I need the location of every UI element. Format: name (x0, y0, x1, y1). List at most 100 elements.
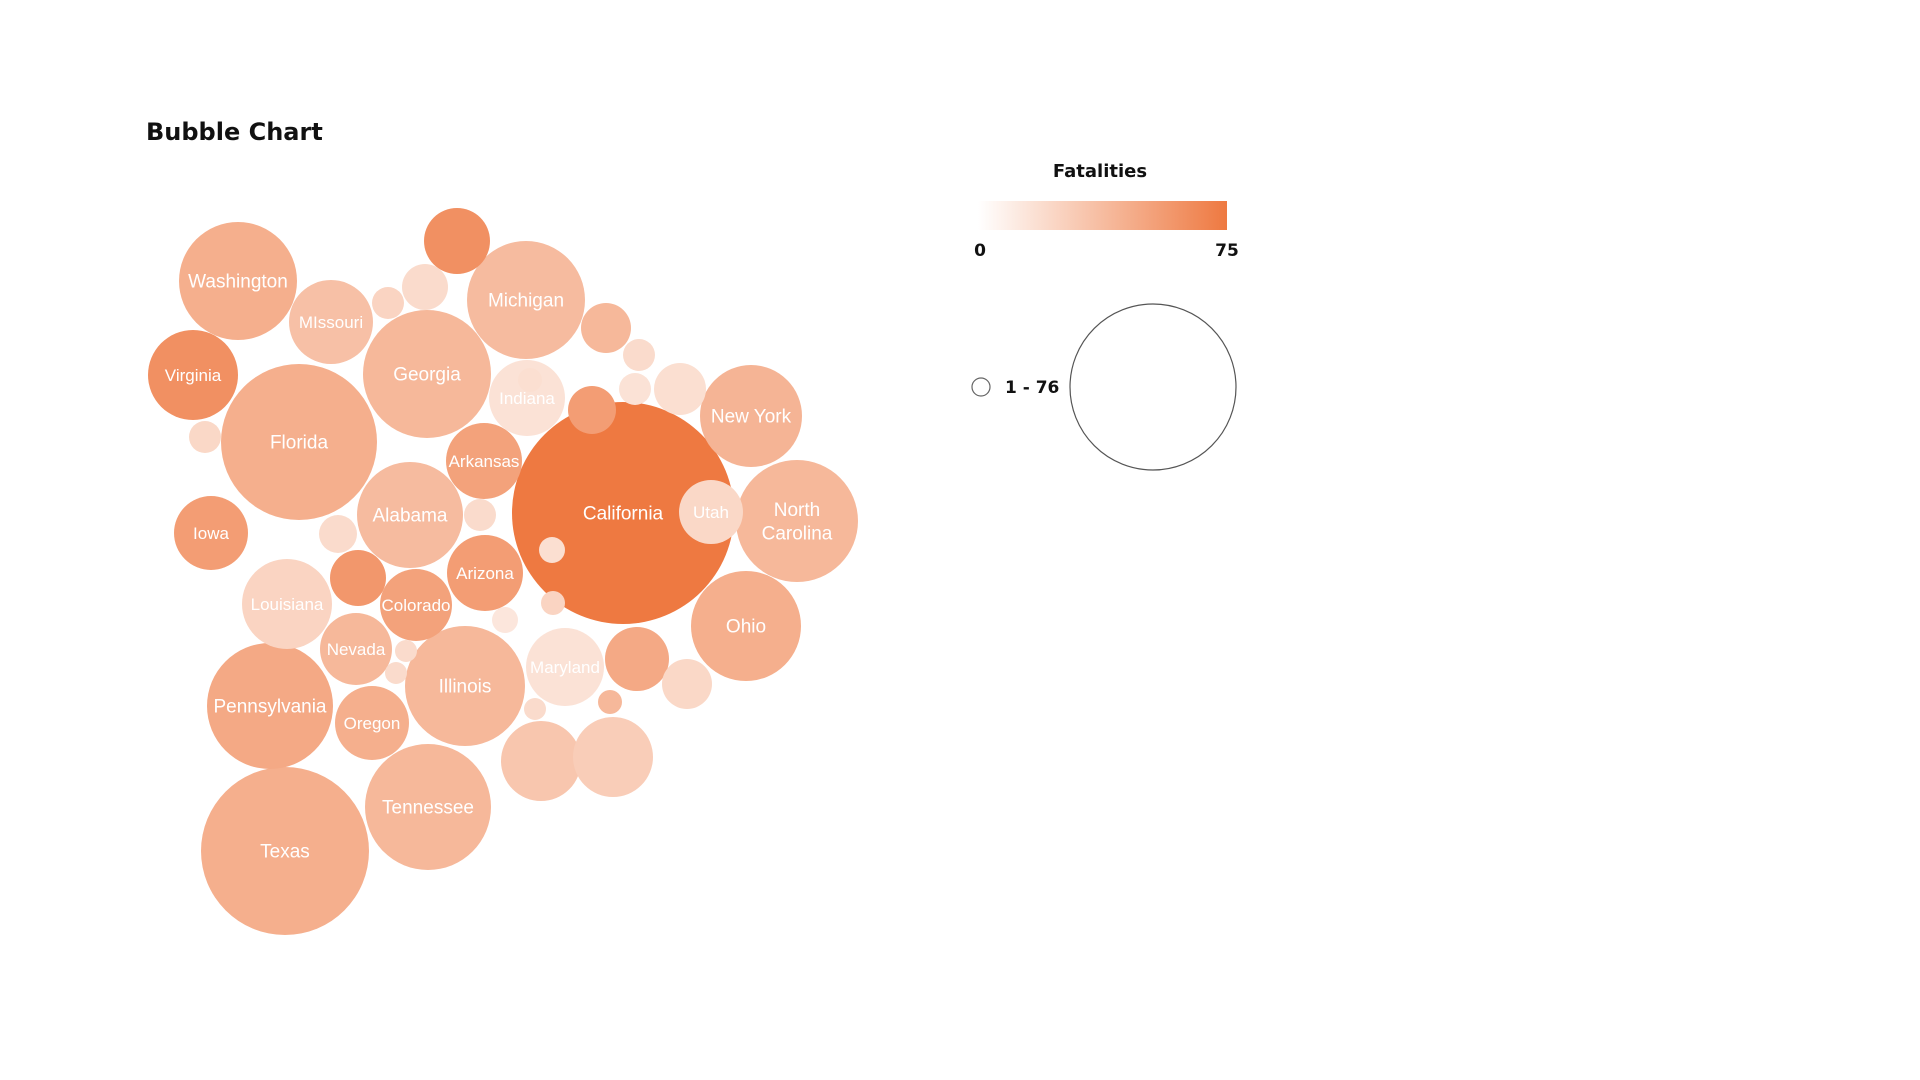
bubble-circle[interactable] (446, 423, 522, 499)
bubble-circle[interactable] (518, 368, 542, 392)
bubble-circle[interactable] (581, 303, 631, 353)
bubble-texas[interactable]: Texas (201, 767, 369, 935)
bubble-unlabeled-29[interactable] (568, 386, 616, 434)
bubble-tennessee[interactable]: Tennessee (365, 744, 491, 870)
bubble-oregon[interactable]: Oregon (335, 686, 409, 760)
bubble-circle[interactable] (489, 360, 565, 436)
bubble-arizona[interactable]: Arizona (447, 535, 523, 611)
bubble-circle[interactable] (526, 628, 604, 706)
bubble-unlabeled-25[interactable] (501, 721, 581, 801)
bubble-unlabeled-37[interactable] (623, 339, 655, 371)
bubble-unlabeled-31[interactable] (330, 550, 386, 606)
bubble-unlabeled-27[interactable] (605, 627, 669, 691)
bubble-indiana[interactable]: Indiana (489, 360, 565, 436)
bubble-unlabeled-46[interactable] (385, 662, 407, 684)
bubble-iowa[interactable]: Iowa (174, 496, 248, 570)
bubble-circle[interactable] (395, 640, 417, 662)
bubble-maryland[interactable]: Maryland (526, 628, 604, 706)
bubble-unlabeled-44[interactable] (189, 421, 221, 453)
bubble-unlabeled-38[interactable] (619, 373, 651, 405)
bubble-new-york[interactable]: New York (700, 365, 802, 467)
bubble-circle[interactable] (568, 386, 616, 434)
bubble-utah[interactable]: Utah (679, 480, 743, 544)
bubble-unlabeled-40[interactable] (518, 368, 542, 392)
bubble-circle[interactable] (424, 208, 490, 274)
bubble-unlabeled-48[interactable] (524, 698, 546, 720)
bubble-nevada[interactable]: Nevada (320, 613, 392, 685)
bubble-circle[interactable] (619, 373, 651, 405)
bubble-circle[interactable] (464, 499, 496, 531)
bubble-circle[interactable] (242, 559, 332, 649)
bubble-north-carolina[interactable]: North Carolina (736, 460, 858, 582)
bubble-circle[interactable] (330, 550, 386, 606)
bubble-michigan[interactable]: Michigan (467, 241, 585, 359)
bubble-circle[interactable] (289, 280, 373, 364)
bubble-pennsylvania[interactable]: Pennsylvania (207, 643, 333, 769)
bubble-circle[interactable] (467, 241, 585, 359)
bubble-unlabeled-42[interactable] (539, 537, 565, 563)
bubble-unlabeled-28[interactable] (581, 303, 631, 353)
bubble-circle[interactable] (189, 421, 221, 453)
bubble-circle[interactable] (598, 690, 622, 714)
bubble-georgia[interactable]: Georgia (363, 310, 491, 438)
bubble-unlabeled-32[interactable] (402, 264, 448, 310)
bubble-unlabeled-39[interactable] (464, 499, 496, 531)
bubble-unlabeled-45[interactable] (395, 640, 417, 662)
bubble-circle[interactable] (372, 287, 404, 319)
bubble-circle[interactable] (654, 363, 706, 415)
bubble-unlabeled-30[interactable] (424, 208, 490, 274)
bubble-circle[interactable] (319, 515, 357, 553)
bubble-circle[interactable] (700, 365, 802, 467)
bubble-unlabeled-26[interactable] (573, 717, 653, 797)
bubble-unlabeled-43[interactable] (541, 591, 565, 615)
bubble-circle[interactable] (447, 535, 523, 611)
bubble-california[interactable]: California (512, 402, 734, 624)
bubble-circle[interactable] (501, 721, 581, 801)
bubble-ohio[interactable]: Ohio (691, 571, 801, 681)
bubble-circle[interactable] (573, 717, 653, 797)
bubble-circle[interactable] (623, 339, 655, 371)
bubble-missouri[interactable]: MIssouri (289, 280, 373, 364)
bubble-circle[interactable] (365, 744, 491, 870)
bubble-circle[interactable] (736, 460, 858, 582)
bubble-circle[interactable] (363, 310, 491, 438)
bubble-circle[interactable] (148, 330, 238, 420)
bubble-unlabeled-34[interactable] (654, 363, 706, 415)
bubble-circle[interactable] (320, 613, 392, 685)
chart-title: Bubble Chart (146, 118, 323, 146)
bubble-circle[interactable] (174, 496, 248, 570)
bubble-circle[interactable] (402, 264, 448, 310)
bubble-circle[interactable] (201, 767, 369, 935)
bubble-washington[interactable]: Washington (179, 222, 297, 340)
bubble-unlabeled-41[interactable] (492, 607, 518, 633)
bubble-circle[interactable] (524, 698, 546, 720)
bubble-label: Texas (260, 842, 310, 863)
bubble-circle[interactable] (691, 571, 801, 681)
bubble-circle[interactable] (380, 569, 452, 641)
bubble-circle[interactable] (357, 462, 463, 568)
bubble-circle[interactable] (385, 662, 407, 684)
bubble-circle[interactable] (179, 222, 297, 340)
bubble-unlabeled-33[interactable] (662, 659, 712, 709)
bubble-circle[interactable] (221, 364, 377, 520)
bubble-arkansas[interactable]: Arkansas (446, 423, 522, 499)
bubble-colorado[interactable]: Colorado (380, 569, 452, 641)
bubble-circle[interactable] (605, 627, 669, 691)
bubble-circle[interactable] (405, 626, 525, 746)
bubble-circle[interactable] (335, 686, 409, 760)
bubble-virginia[interactable]: Virginia (148, 330, 238, 420)
bubble-circle[interactable] (207, 643, 333, 769)
bubble-unlabeled-47[interactable] (598, 690, 622, 714)
bubble-circle[interactable] (492, 607, 518, 633)
bubble-unlabeled-35[interactable] (319, 515, 357, 553)
bubble-alabama[interactable]: Alabama (357, 462, 463, 568)
bubble-circle[interactable] (662, 659, 712, 709)
bubble-circle[interactable] (679, 480, 743, 544)
bubble-circle[interactable] (541, 591, 565, 615)
bubble-louisiana[interactable]: Louisiana (242, 559, 332, 649)
bubble-florida[interactable]: Florida (221, 364, 377, 520)
bubble-unlabeled-36[interactable] (372, 287, 404, 319)
bubble-illinois[interactable]: Illinois (405, 626, 525, 746)
bubble-circle[interactable] (512, 402, 734, 624)
bubble-circle[interactable] (539, 537, 565, 563)
